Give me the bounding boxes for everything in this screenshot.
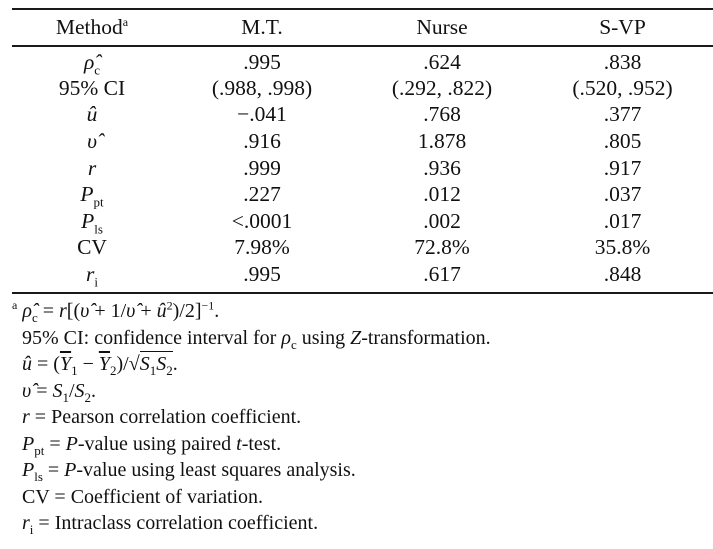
table-cell: .838 [603,50,642,74]
table-row: û −.041 .768 .377 [12,102,713,129]
footnote-r: r = Pearson correlation coefficient. [22,406,302,428]
footnote-ci: 95% CI: confidence interval for ρc using… [22,326,491,352]
footnote-p-pt: Ppt = P-value using paired t-test. [22,432,282,458]
row-label: û [86,102,98,127]
table-cell: 72.8% [414,235,470,260]
table-row: Ppt .227 .012 .037 [12,181,713,208]
table-row: Pls <.0001 .002 .017 [12,208,713,235]
table-cell: .037 [603,182,642,207]
footnote-rho-c: a ρ̂c = r[(υ̂ + 1/υ̂ + û2)/2]−1. [12,298,220,325]
footnote-r-i: ri = Intraclass correlation coefficient. [22,512,319,537]
table-row: ri .995 .617 .848 [12,261,713,288]
table-cell: 7.98% [234,235,290,260]
row-label: r [87,155,97,180]
comparison-table: Methoda M.T. Nurse S-VP ρ̂c .995.624.838 9… [12,10,713,288]
column-header-nurse: Nurse [416,15,468,39]
row-label: ri [86,261,98,290]
table-row: CV 7.98% 72.8% 35.8% [12,235,713,262]
table-row: ρ̂c .995 .624 .838 [12,45,713,78]
header-row: Methoda M.T. Nurse S-VP [12,10,713,45]
table-cell: (.520, .952) [572,75,673,100]
row-label: CV [77,235,107,260]
table-cell: 35.8% [594,235,651,260]
table-cell: .624 [423,50,461,74]
table-row: 95% CI (.988, .998) (.292, .822) (.520, .95… [12,75,713,102]
table-cell: .768 [423,102,461,127]
row-label: Ppt [80,182,104,210]
table-cell: 1.878 [417,128,467,153]
bottom-rule [12,292,713,294]
footnote-p-ls: Pls = P-value using least squares analys… [22,459,356,484]
table-cell: .916 [243,128,281,153]
table-cell: (.988, .998) [211,75,313,100]
column-header-method: Methoda [55,14,129,39]
row-label: Pls [81,208,103,237]
table-cell: .012 [423,182,461,207]
footnote-u-hat: û = (Y1 − Y2)/√S1S2. [22,351,178,378]
footnote-marker: a [122,14,129,29]
table-cell: .917 [603,155,642,180]
top-rule [12,8,713,10]
table-cell: .377 [603,102,642,127]
row-label: ρ̂c [83,50,101,78]
table-row: υ̂ .916 1.878 .805 [12,128,713,155]
table-cell: .848 [603,261,642,286]
table-cell: .936 [423,155,461,180]
table-cell: (.292, .822) [391,75,493,100]
footnote-v-hat: υ̂ = S1/S2. [22,379,97,405]
table-footnotes: a ρ̂c = r[(υ̂ + 1/υ̂ + û2)/2]−1. 95% CI: … [12,298,702,537]
row-label: 95% CI [58,75,126,100]
table-cell: .995 [243,261,281,286]
table-cell: .617 [423,261,461,286]
table-cell: <.0001 [231,208,293,233]
table-cell: .999 [243,155,281,180]
table-cell: .017 [603,208,642,233]
row-label: υ̂ [87,128,97,153]
footnote-cv: CV = Coefficient of variation. [22,485,264,508]
column-header-svp: S-VP [599,15,646,39]
table-row: r .999 .936 .917 [12,155,713,182]
table-cell: −.041 [237,102,287,127]
table-cell: .227 [243,182,281,207]
table-cell: .995 [243,50,281,74]
column-header-mt: M.T. [241,15,283,39]
table-cell: .805 [603,128,642,153]
table-cell: .002 [423,208,461,233]
header-rule [12,45,713,47]
sqrt-radicand: S1S2 [139,351,173,378]
